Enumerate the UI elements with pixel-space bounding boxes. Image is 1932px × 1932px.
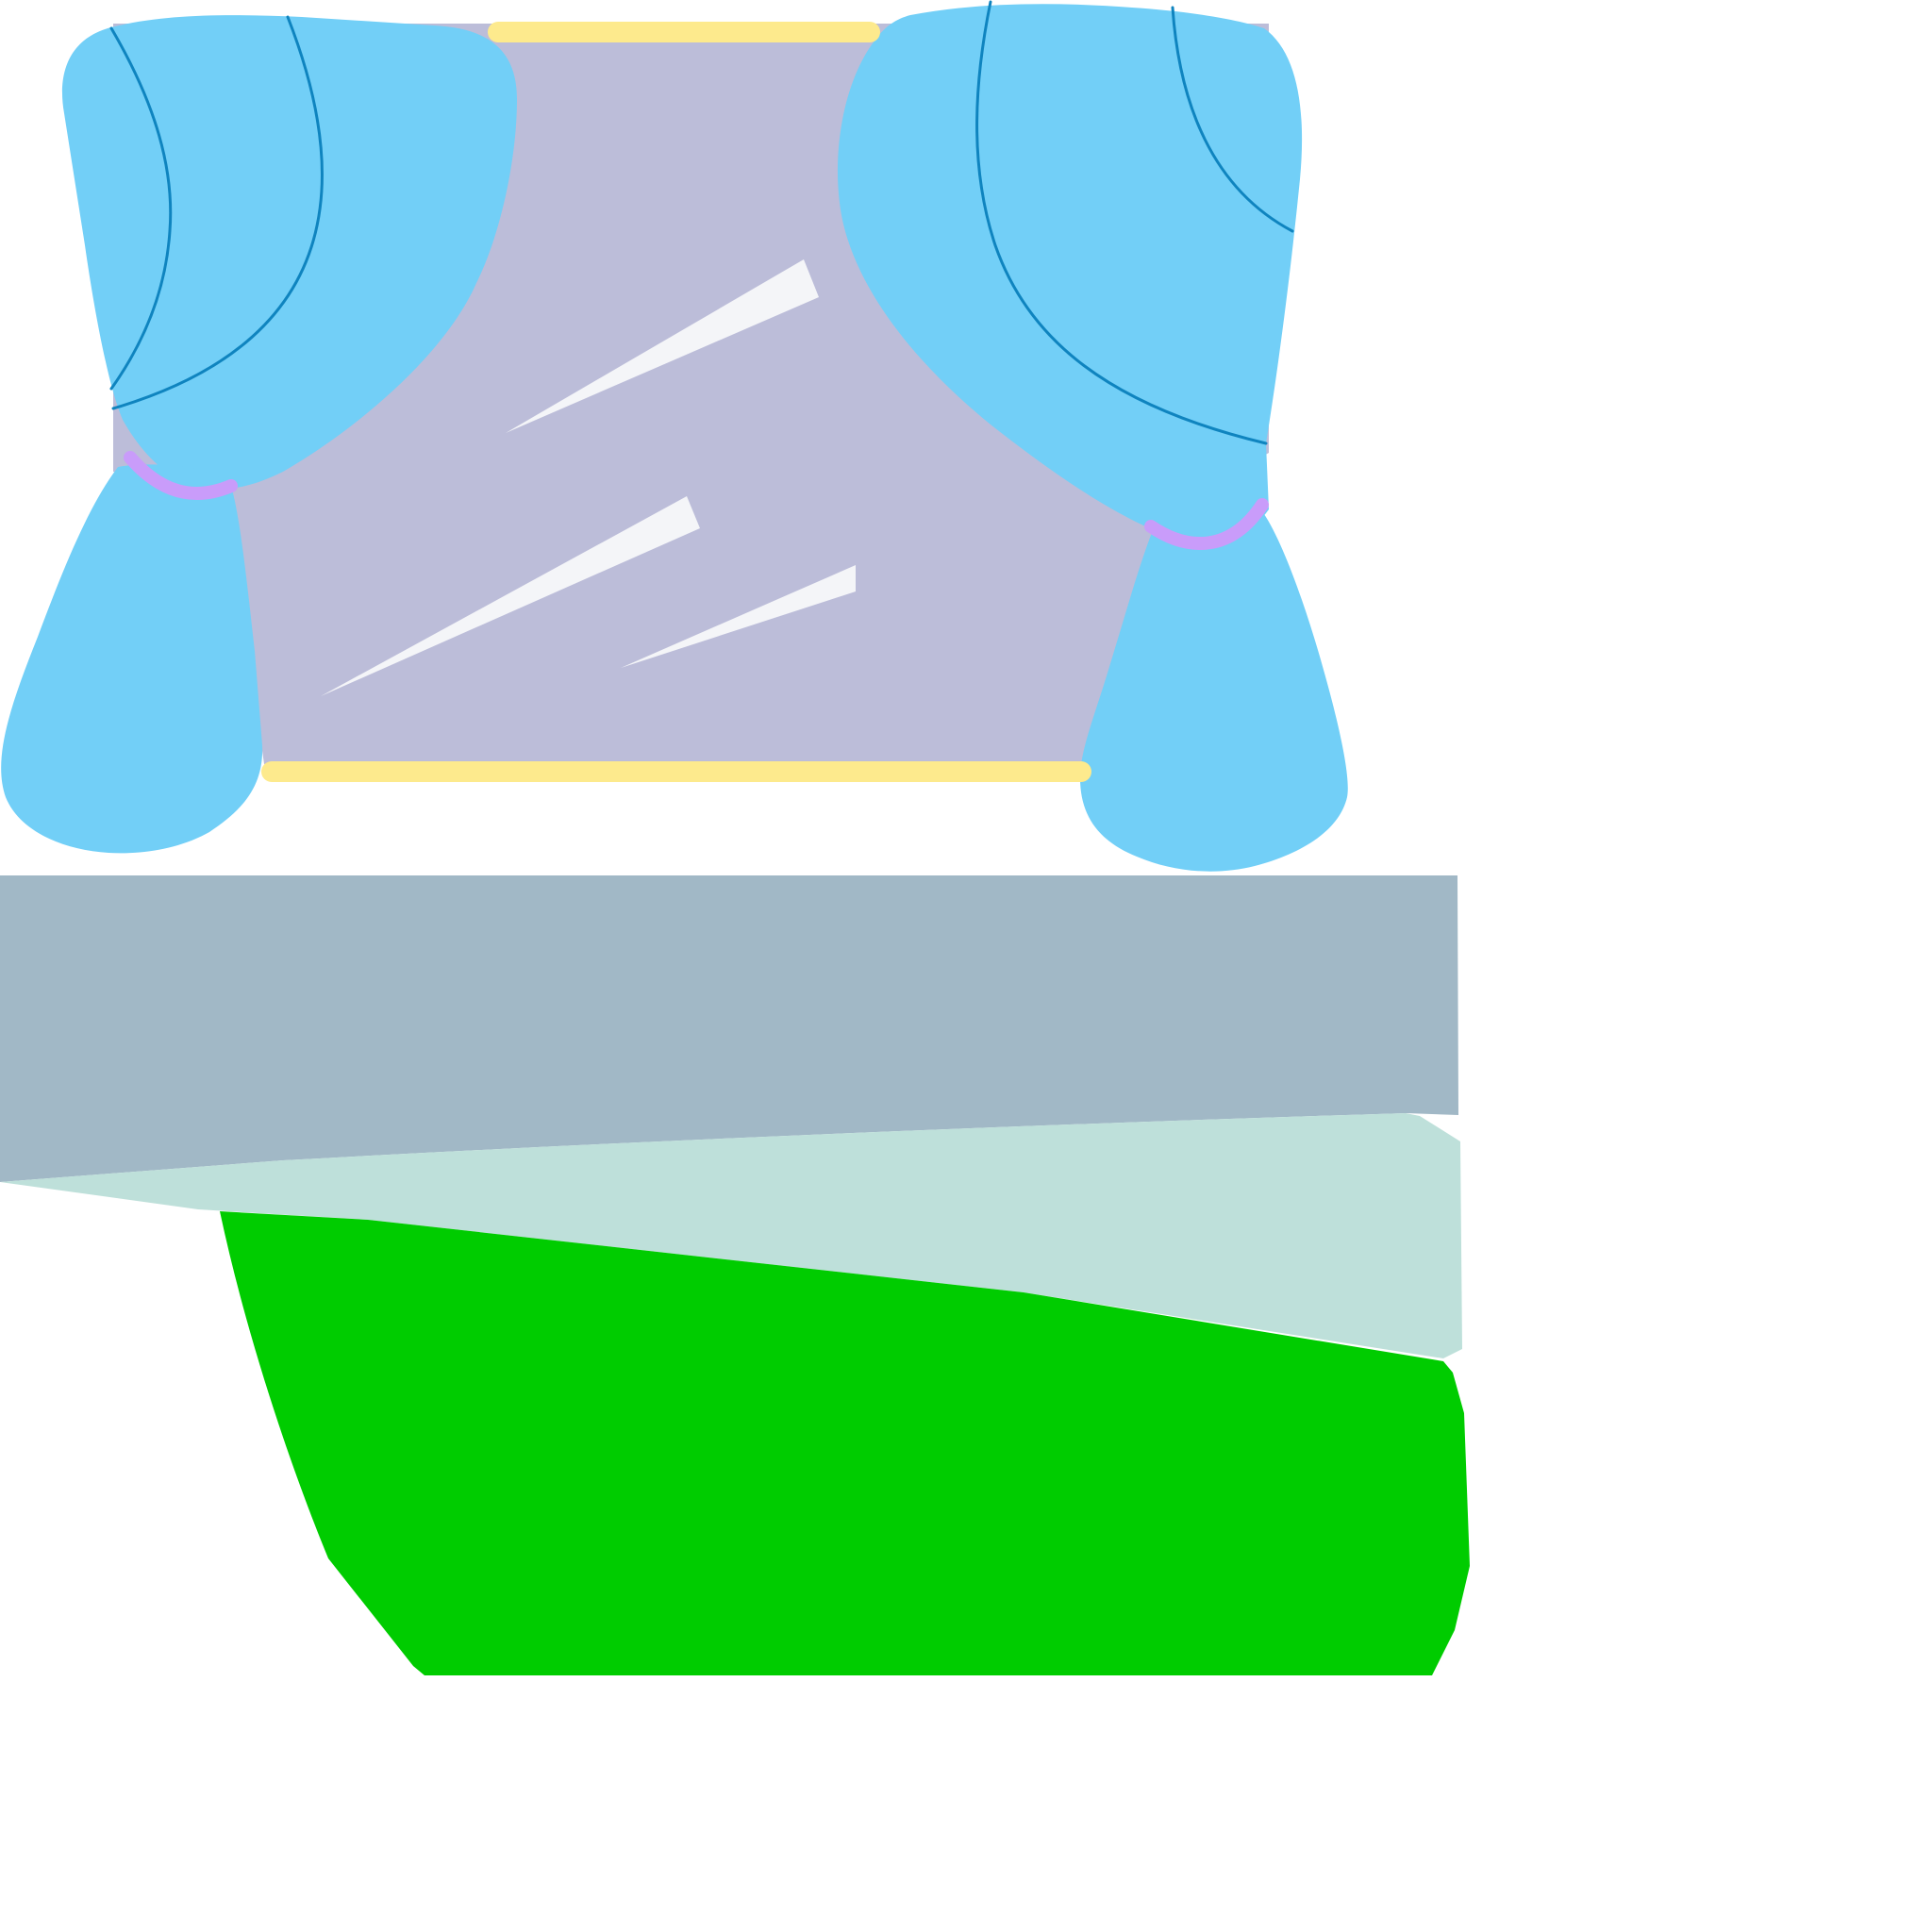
glass-glint-1	[506, 259, 819, 433]
left-curtain-lower	[1, 464, 263, 854]
right-curtain-fold-2	[1171, 6, 1294, 233]
glass-glint-3	[621, 565, 856, 668]
right-curtain-lower	[1080, 512, 1348, 872]
floor-upper-band	[0, 875, 1458, 1182]
curtain-right-icon	[837, 0, 1348, 872]
left-curtain-upper	[61, 15, 517, 490]
left-curtain-fold-1	[109, 26, 173, 391]
floor-lower-band	[220, 1211, 1470, 1675]
right-curtain-upper	[837, 4, 1303, 544]
right-curtain-tieback	[1144, 498, 1269, 550]
left-curtain-tieback	[124, 451, 238, 500]
floor-middle-band	[0, 1113, 1462, 1358]
glass-glint-2	[321, 496, 700, 696]
left-curtain-fold-2	[111, 15, 324, 410]
right-curtain-fold-1	[975, 0, 1268, 445]
curtain-left-icon	[1, 15, 517, 854]
